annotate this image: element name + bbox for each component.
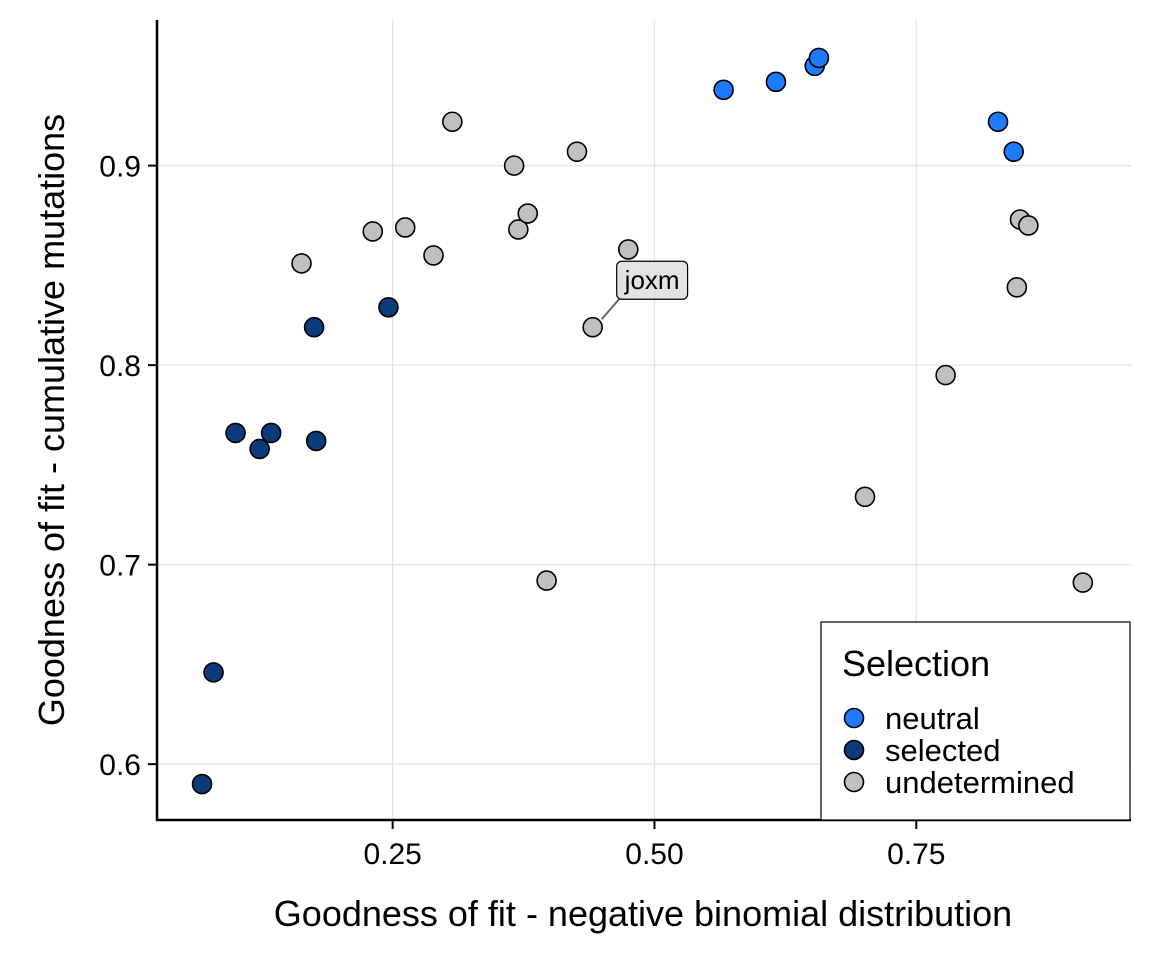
grid-lines (157, 20, 1131, 820)
point-undetermined (1006, 277, 1028, 298)
point-neutral (1003, 141, 1025, 162)
axis-ticks: 0.25 0.50 0.75 0.6 0.7 0.8 0.9 (99, 151, 945, 871)
legend-key-undetermined (843, 771, 865, 793)
point-undetermined (1072, 572, 1094, 593)
point-undetermined (517, 203, 539, 224)
data-points (191, 47, 1094, 795)
point-undetermined (617, 239, 639, 260)
annotations: joxm (600, 260, 689, 320)
y-axis-label: Goodness of fit - cumulative mutations (31, 114, 72, 726)
point-selected (225, 422, 246, 444)
point-selected (191, 773, 213, 795)
point-selected (260, 422, 282, 444)
y-tick-label: 0.8 (99, 350, 141, 383)
point-undetermined (423, 245, 444, 266)
point-undetermined (566, 141, 588, 162)
y-tick-label: 0.6 (99, 749, 141, 782)
point-selected (303, 316, 325, 338)
point-undetermined (582, 316, 603, 338)
x-tick-label: 0.75 (887, 838, 945, 871)
point-neutral (713, 79, 734, 101)
legend-key-selected (843, 739, 865, 761)
legend-label-undetermined: undetermined (885, 765, 1075, 800)
x-tick-label: 0.25 (363, 838, 421, 871)
legend-title: Selection (842, 643, 990, 684)
point-undetermined (1018, 215, 1039, 236)
y-tick-label: 0.7 (99, 550, 141, 583)
point-neutral (765, 71, 787, 93)
x-axis-label: Goodness of fit - negative binomial dist… (274, 893, 1012, 934)
point-selected (249, 438, 270, 460)
point-neutral (987, 111, 1009, 133)
point-undetermined (536, 570, 557, 591)
point-undetermined (854, 486, 876, 508)
point-undetermined (394, 217, 416, 238)
annotation-leader-line (600, 296, 622, 320)
point-selected (305, 430, 327, 452)
annotation-label: joxm (624, 265, 680, 295)
legend-key-neutral (843, 707, 865, 729)
point-neutral (808, 47, 830, 69)
point-undetermined (442, 111, 463, 133)
x-tick-label: 0.50 (625, 838, 683, 871)
point-undetermined (362, 221, 384, 242)
legend-label-selected: selected (885, 733, 1000, 768)
point-undetermined (935, 364, 956, 386)
point-undetermined (291, 253, 312, 274)
point-selected (378, 296, 399, 318)
y-tick-label: 0.9 (99, 151, 141, 184)
point-undetermined (508, 219, 529, 240)
point-undetermined (503, 155, 525, 176)
legend-label-neutral: neutral (885, 701, 980, 736)
point-selected (203, 662, 224, 683)
legend-box (820, 621, 1131, 821)
annotation-label-box (616, 260, 689, 300)
